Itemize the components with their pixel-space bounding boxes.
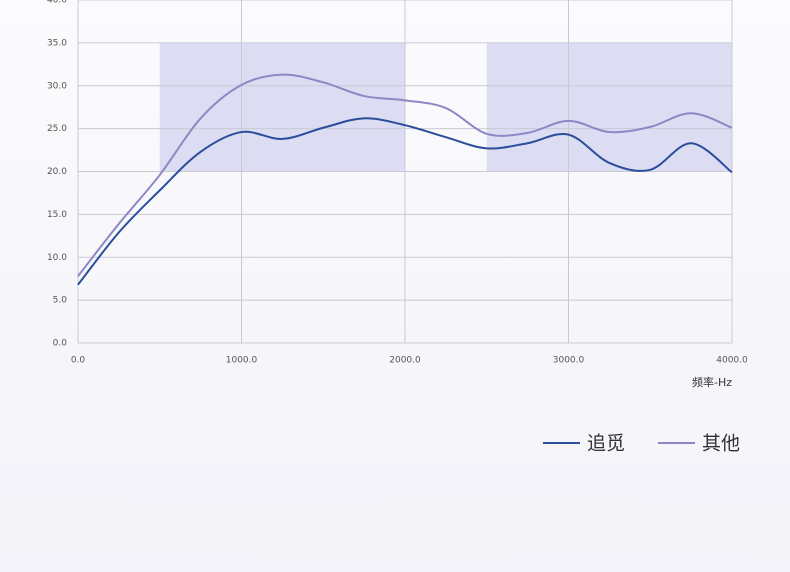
- y-tick-label: 5.0: [53, 296, 68, 306]
- y-tick-label: 10.0: [47, 253, 67, 263]
- x-tick-label: 3000.0: [553, 356, 585, 366]
- series-line: [77, 73, 733, 277]
- shaded-region: [486, 42, 732, 172]
- x-tick-label: 2000.0: [389, 356, 421, 366]
- x-tick-label: 1000.0: [226, 356, 258, 366]
- y-tick-label: 30.0: [47, 81, 67, 91]
- legend-label: 其他: [702, 433, 740, 455]
- y-tick-label: 20.0: [47, 167, 67, 177]
- y-tick-label: 15.0: [47, 210, 67, 220]
- x-tick-label: 4000.0: [716, 356, 748, 366]
- y-tick-label: 35.0: [47, 38, 67, 48]
- shaded-region: [159, 42, 405, 172]
- x-axis-label: 频率-Hz: [692, 375, 732, 389]
- legend-label: 追觅: [587, 433, 625, 455]
- x-tick-label: 0.0: [71, 356, 86, 366]
- y-tick-label: 40.0: [47, 0, 67, 6]
- series-line: [77, 117, 733, 286]
- y-tick-label: 25.0: [47, 124, 67, 134]
- y-tick-label: 0.0: [53, 339, 68, 349]
